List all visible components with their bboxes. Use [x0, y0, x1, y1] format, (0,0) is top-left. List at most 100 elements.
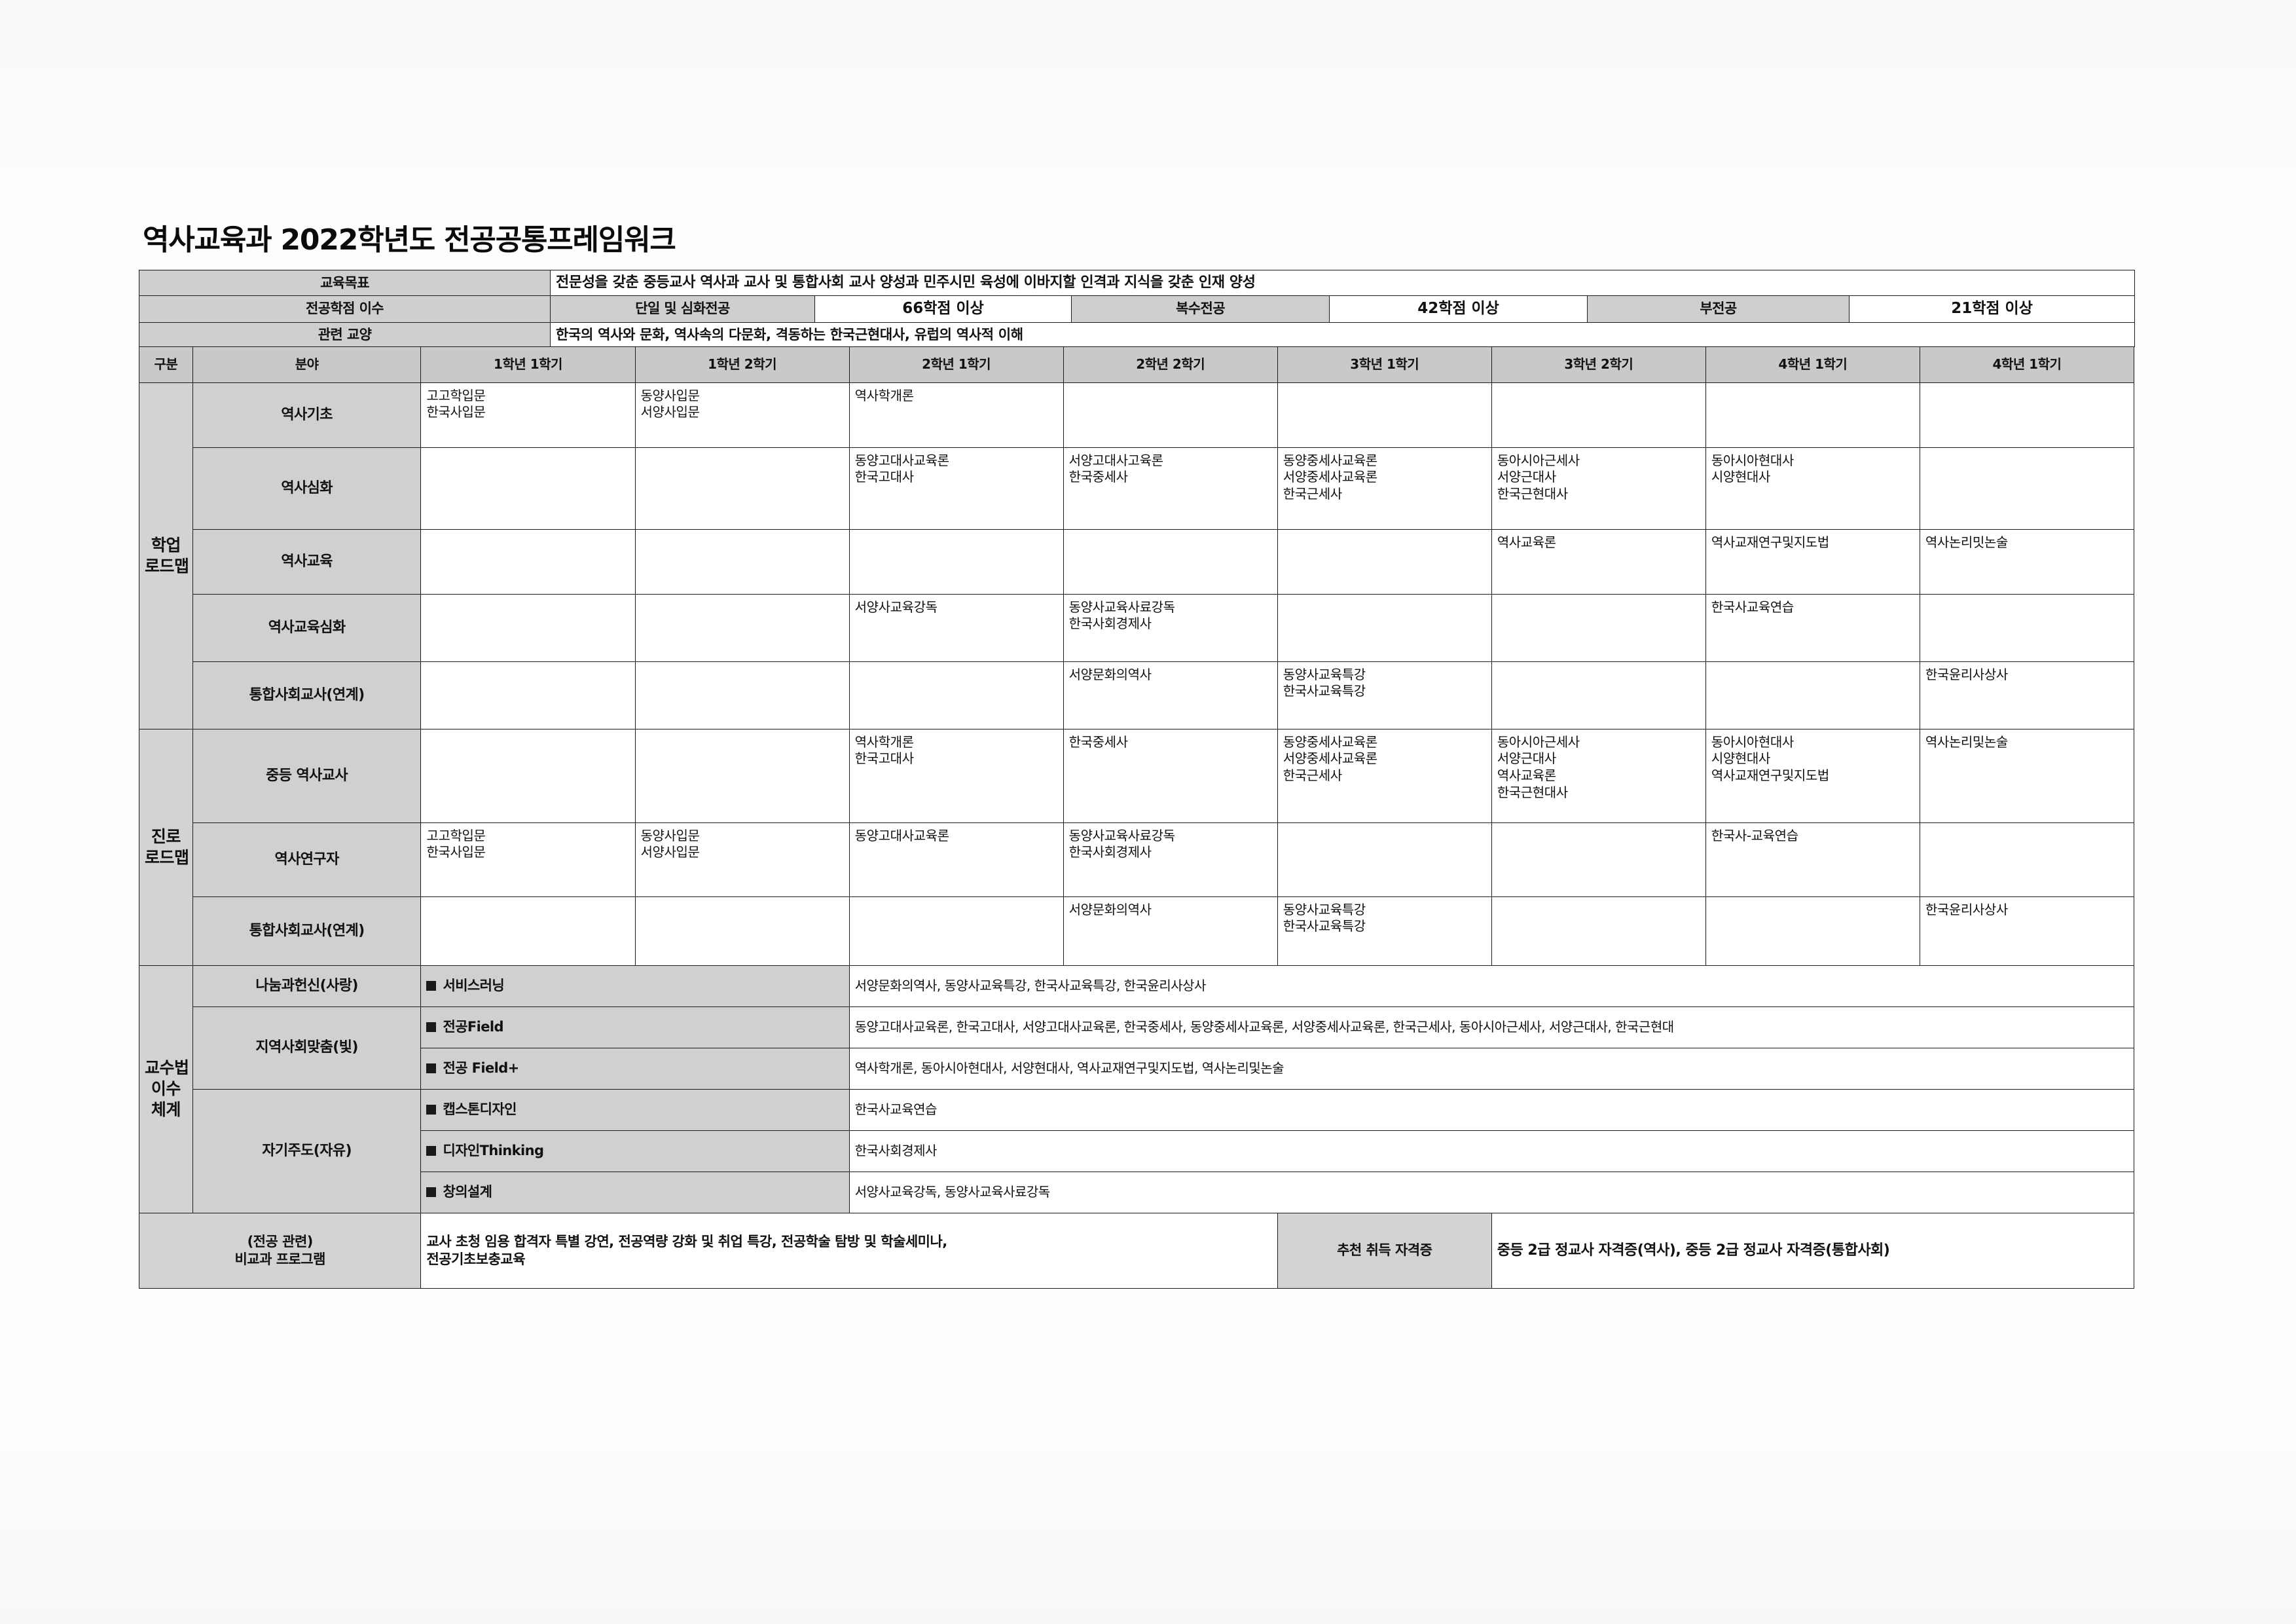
- credit-value-minor: 21학점 이상: [1849, 295, 2136, 323]
- method-group-label-community: 지역사회맞춤(빛): [192, 1006, 422, 1090]
- course-cell: [1491, 822, 1706, 897]
- table-row: 창의설계 서양사교육강독, 동양사교육사료강독: [139, 1171, 2135, 1213]
- col-header-sem-2-2: 2학년 2학기: [1063, 346, 1278, 383]
- field-label-history-advanced: 역사심화: [192, 447, 422, 530]
- table-row: 자기주도(자유) 캡스톤디자인 한국사교육연습: [139, 1088, 2135, 1213]
- col-header-sem-2-1: 2학년 1학기: [848, 346, 1064, 383]
- method-item-label: 캡스톤디자인: [443, 1101, 517, 1118]
- checkbox-filled-icon: [426, 1022, 437, 1033]
- method-item-major-field: 전공Field: [420, 1006, 850, 1048]
- table-row: 역사심화 동양고대사교육론 한국고대사 서양고대사고육론 한국중세사 동양중세사…: [139, 447, 2135, 530]
- credit-type-minor: 부전공: [1587, 295, 1850, 323]
- course-cell: [634, 528, 850, 595]
- credit-type-double: 복수전공: [1071, 295, 1330, 323]
- checkbox-filled-icon: [426, 981, 437, 991]
- major-credits-label: 전공학점 이수: [138, 295, 551, 323]
- course-cell: 고고학입문 한국사입문: [420, 382, 636, 448]
- col-header-sem-1-1: 1학년 1학기: [420, 346, 636, 383]
- method-courses-creative-design: 서양사교육강독, 동양사교육사료강독: [848, 1171, 2135, 1213]
- course-cell: 동양사입문 서양사입문: [634, 822, 850, 897]
- page-title: 역사교육과 2022학년도 전공공통프레임워크: [143, 223, 676, 257]
- table-row: 통합사회교사(연계) 서양문화의역사 동양사교육특강 한국사교육특강 한국윤리사…: [139, 896, 2135, 966]
- course-cell: [1705, 661, 1920, 729]
- col-header-sem-3-2: 3학년 2학기: [1491, 346, 1706, 383]
- course-cell: 동양사교육사료강독 한국사회경제사: [1063, 822, 1278, 897]
- table-row: 교수법 이수 체계 나눔과헌신(사랑) 서비스러닝 서양문화의역사, 동양사교육…: [139, 965, 2135, 1213]
- course-cell: [1491, 593, 1706, 662]
- course-cell: 동아시아근세사 서양근대사 역사교육론 한국근현대사: [1491, 728, 1706, 823]
- course-cell: 역사교육론: [1491, 528, 1706, 595]
- education-goal-text: 전문성을 갖춘 중등교사 역사과 교사 및 통합사회 교사 양성과 민주시민 육…: [550, 269, 2136, 297]
- field-label-history-basics: 역사기초: [192, 382, 422, 448]
- table-row: 통합사회교사(연계) 서양문화의역사 동양사교육특강 한국사교육특강 한국윤리사…: [139, 661, 2135, 729]
- method-item-capstone-design: 캡스톤디자인: [420, 1088, 850, 1131]
- course-cell: [634, 661, 850, 729]
- extracurricular-program-label: (전공 관련) 비교과 프로그램: [138, 1212, 422, 1289]
- course-cell: 동양고대사교육론 한국고대사: [848, 447, 1064, 530]
- course-cell: [1919, 593, 2135, 662]
- course-cell: [1491, 896, 1706, 966]
- checkbox-filled-icon: [426, 1187, 437, 1198]
- course-cell: 동양사교육사료강독 한국사회경제사: [1063, 593, 1278, 662]
- col-header-sem-3-1: 3학년 1학기: [1277, 346, 1492, 383]
- credit-value-single: 66학점 이상: [814, 295, 1072, 323]
- course-cell: [1705, 896, 1920, 966]
- course-cell: 역사학개론 한국고대사: [848, 728, 1064, 823]
- table-row: 전공 Field+ 역사학개론, 동아시아현대사, 서양현대사, 역사교재연구및…: [139, 1047, 2135, 1090]
- table-row: 디자인Thinking 한국사회경제사: [139, 1130, 2135, 1172]
- course-cell: [1277, 822, 1492, 897]
- course-cell: 역사교재연구및지도법: [1705, 528, 1920, 595]
- course-cell: 동양중세사교육론 서양중세사교육론 한국근세사: [1277, 728, 1492, 823]
- extracurricular-program-text: 교사 초청 임용 합격자 특별 강연, 전공역량 강화 및 취업 특강, 전공학…: [420, 1212, 1278, 1289]
- checkbox-filled-icon: [426, 1063, 437, 1074]
- course-cell: 동양중세사교육론 서양중세사교육론 한국근세사: [1277, 447, 1492, 530]
- course-cell: 역사학개론: [848, 382, 1064, 448]
- education-goal-label: 교육목표: [138, 269, 551, 297]
- course-cell: 한국윤리사상사: [1919, 661, 2135, 729]
- related-liberal-arts-label: 관련 교양: [138, 322, 551, 348]
- course-cell: [1063, 382, 1278, 448]
- related-liberal-arts-text: 한국의 역사와 문화, 역사속의 다문화, 격동하는 한국근현대사, 유럽의 역…: [550, 322, 2136, 348]
- field-label-secondary-history-teacher: 중등 역사교사: [192, 728, 422, 823]
- course-cell: 역사논리및논술: [1919, 728, 2135, 823]
- course-cell: 동아시아현대사 시양현대사 역사교재연구및지도법: [1705, 728, 1920, 823]
- course-cell: [1705, 382, 1920, 448]
- col-header-division: 구분: [139, 346, 193, 383]
- method-courses-capstone-design: 한국사교육연습: [848, 1088, 2135, 1131]
- field-label-history-researcher: 역사연구자: [192, 822, 422, 897]
- field-label-history-education-advanced: 역사교육심화: [192, 593, 422, 662]
- related-liberal-arts-row: 관련 교양 한국의 역사와 문화, 역사속의 다문화, 격동하는 한국근현대사,…: [138, 322, 2136, 348]
- course-cell: [634, 447, 850, 530]
- course-cell: 한국사-교육연습: [1705, 822, 1920, 897]
- recommended-certification-label: 추천 취득 자격증: [1277, 1212, 1492, 1289]
- table-row: 학업 로드맵 역사기초 고고학입문 한국사입문 동양사입문 서양사입문 역사학개…: [139, 382, 2135, 729]
- method-group-label-self-directed: 자기주도(자유): [192, 1088, 422, 1213]
- course-cell: [848, 661, 1064, 729]
- course-cell: [1277, 593, 1492, 662]
- col-header-sem-4-1-b: 4학년 1학기: [1919, 346, 2135, 383]
- course-cell: 동양사교육특강 한국사교육특강: [1277, 661, 1492, 729]
- section-label-academic-roadmap: 학업 로드맵: [139, 382, 193, 729]
- table-row: 진로 로드맵 중등 역사교사 역사학개론 한국고대사 한국중세사 동양중세사교육…: [139, 728, 2135, 966]
- course-cell: [420, 896, 636, 966]
- course-cell: [420, 728, 636, 823]
- course-cell: [634, 593, 850, 662]
- checkbox-filled-icon: [426, 1146, 437, 1156]
- field-label-history-education: 역사교육: [192, 528, 422, 595]
- table-row: 지역사회맞춤(빛) 전공Field 동양고대사교육론, 한국고대사, 서양고대사…: [139, 1006, 2135, 1090]
- course-cell: [848, 528, 1064, 595]
- section-label-career-roadmap: 진로 로드맵: [139, 728, 193, 966]
- course-cell: 서양문화의역사: [1063, 661, 1278, 729]
- footer-row: (전공 관련) 비교과 프로그램 교사 초청 임용 합격자 특별 강연, 전공역…: [138, 1212, 2135, 1289]
- framework-document: 역사교육과 2022학년도 전공공통프레임워크 교육목표 전문성을 갖춘 중등교…: [138, 216, 2142, 1289]
- method-courses-design-thinking: 한국사회경제사: [848, 1130, 2135, 1172]
- course-cell: [1277, 382, 1492, 448]
- table-row: 역사교육심화 서양사교육강독 동양사교육사료강독 한국사회경제사 한국사교육연습: [139, 593, 2135, 662]
- course-cell: [420, 593, 636, 662]
- table-row: 역사교육 역사교육론 역사교재연구및지도법 역사논리밋논술: [139, 528, 2135, 595]
- method-item-design-thinking: 디자인Thinking: [420, 1130, 850, 1172]
- course-cell: 동아시아근세사 서양근대사 한국근현대사: [1491, 447, 1706, 530]
- field-label-integrated-social-linked: 통합사회교사(연계): [192, 661, 422, 729]
- course-cell: 서양사교육강독: [848, 593, 1064, 662]
